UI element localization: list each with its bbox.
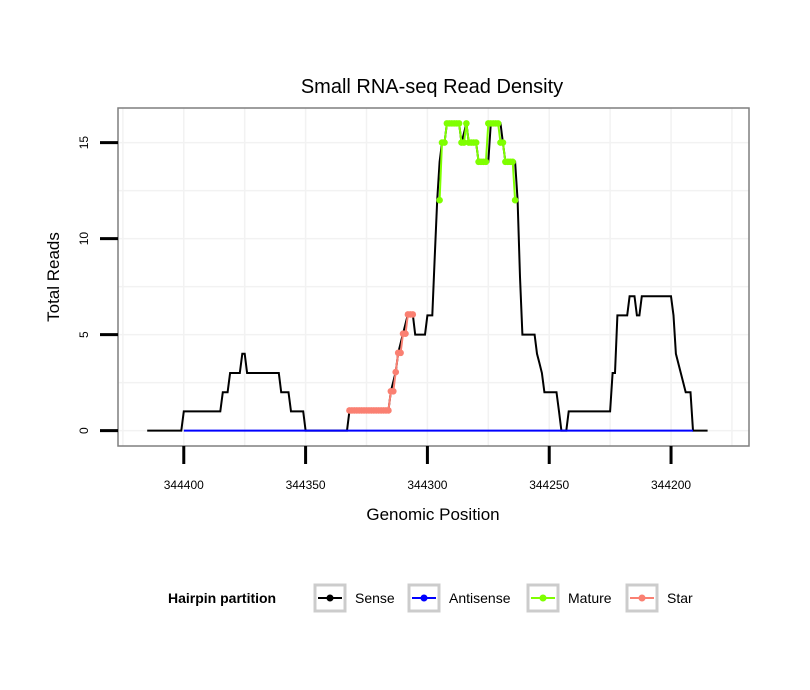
- legend-label-mature: Mature: [568, 590, 612, 606]
- data-point-mature: [460, 139, 468, 146]
- data-point-mature: [441, 139, 448, 146]
- x-axis-title: Genomic Position: [366, 505, 499, 524]
- y-tick-label: 15: [77, 136, 91, 150]
- legend-key-dot: [420, 594, 428, 602]
- y-tick-label: 5: [77, 331, 91, 338]
- legend-label-antisense: Antisense: [449, 590, 511, 606]
- data-point-mature: [509, 158, 516, 166]
- y-axis: 0 5 10 15: [77, 136, 118, 434]
- legend: Hairpin partition Sense Antisense Mature St…: [168, 583, 693, 613]
- data-point-star: [409, 311, 417, 318]
- x-tick-label: 344350: [286, 478, 326, 492]
- x-tick-label: 344200: [651, 478, 691, 492]
- y-tick-label: 10: [77, 232, 91, 246]
- data-point-mature: [455, 120, 463, 127]
- legend-key-dot: [539, 594, 547, 602]
- plot-border: [117, 107, 750, 447]
- data-point-mature: [482, 158, 490, 166]
- x-axis: 344400 344350 344300 344250 344200: [164, 446, 691, 492]
- data-point-star: [390, 387, 397, 395]
- legend-title: Hairpin partition: [168, 590, 276, 606]
- data-point-mature: [494, 120, 502, 127]
- legend-label-star: Star: [667, 590, 693, 606]
- data-point-mature: [511, 196, 519, 204]
- data-point-mature: [472, 139, 480, 146]
- x-tick-label: 344400: [164, 478, 204, 492]
- data-point-star: [385, 407, 392, 414]
- data-point-mature: [499, 139, 507, 146]
- x-tick-label: 344300: [407, 478, 447, 492]
- chart-title: Small RNA-seq Read Density: [301, 76, 563, 98]
- y-tick-label: 0: [77, 427, 91, 434]
- y-axis-title: Total Reads: [44, 232, 63, 322]
- legend-label-sense: Sense: [355, 590, 395, 606]
- data-point-star: [402, 330, 409, 337]
- series-layer: [147, 120, 708, 432]
- data-point-star: [397, 349, 404, 357]
- data-point-star: [392, 368, 400, 376]
- legend-key-dot: [638, 594, 646, 602]
- data-point-mature: [436, 196, 443, 204]
- legend-key-dot: [326, 594, 334, 602]
- x-tick-label: 344250: [529, 478, 569, 492]
- data-point-mature: [463, 120, 470, 127]
